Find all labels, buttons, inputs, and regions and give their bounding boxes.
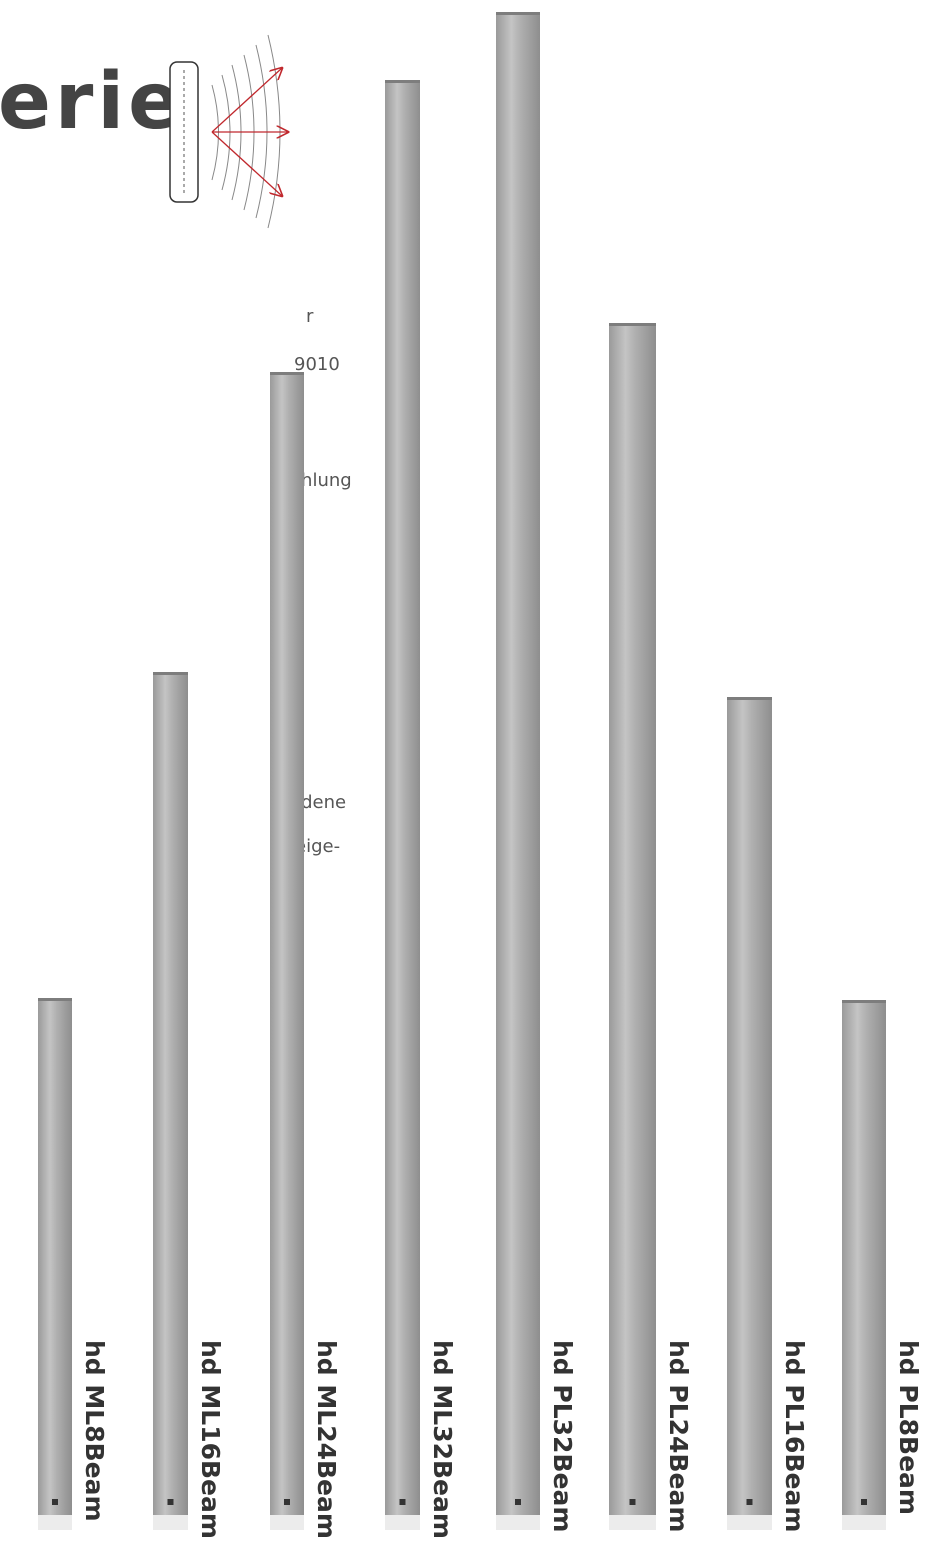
column-cap	[270, 372, 304, 375]
product: hd PL16Beam	[727, 697, 809, 1532]
column-logo	[515, 1499, 521, 1505]
speaker-column	[727, 697, 772, 1515]
column-cap	[153, 672, 188, 675]
speaker-column	[496, 12, 540, 1515]
speaker-column	[153, 672, 188, 1515]
column-logo	[861, 1499, 867, 1505]
product: hd ML24Beam	[270, 372, 341, 1539]
column-cap	[385, 80, 420, 83]
column-reflection	[385, 1515, 420, 1530]
product-label: hd ML32Beam	[428, 1340, 457, 1539]
column-cap	[38, 998, 72, 1001]
title: erie	[0, 57, 185, 147]
speaker-column	[842, 1000, 886, 1515]
product-label: hd ML24Beam	[312, 1340, 341, 1539]
column-reflection	[609, 1515, 656, 1530]
product-label: hd PL32Beam	[548, 1340, 577, 1532]
column-logo	[284, 1499, 290, 1505]
body-text: ahlung	[290, 470, 352, 491]
product: hd PL32Beam	[496, 12, 577, 1532]
column-logo	[746, 1499, 753, 1505]
column-cap	[842, 1000, 886, 1003]
column-reflection	[270, 1515, 304, 1530]
product: hd ML16Beam	[153, 672, 225, 1539]
product-label: hd PL16Beam	[780, 1340, 809, 1532]
body-text: 9010	[294, 354, 340, 375]
column-cap	[496, 12, 540, 15]
beam-icon	[169, 34, 288, 229]
product-label: hd PL24Beam	[664, 1340, 693, 1532]
column-cap	[609, 323, 656, 326]
product-label: hd PL8Beam	[894, 1340, 923, 1515]
speaker-column	[385, 80, 420, 1515]
body-text: r	[306, 306, 314, 327]
product: hd ML8Beam	[38, 998, 109, 1530]
column-reflection	[842, 1515, 886, 1530]
column-reflection	[38, 1515, 72, 1530]
column-logo	[167, 1499, 174, 1505]
speaker-column	[270, 372, 304, 1515]
column-cap	[727, 697, 772, 700]
product-label: hd ML8Beam	[80, 1340, 109, 1522]
column-logo	[52, 1499, 58, 1505]
column-logo	[399, 1499, 406, 1505]
body-text: edene	[290, 792, 346, 813]
column-reflection	[496, 1515, 540, 1530]
column-reflection	[153, 1515, 188, 1530]
product: hd ML32Beam	[385, 80, 457, 1539]
column-reflection	[727, 1515, 772, 1530]
speaker-column	[38, 998, 72, 1515]
product: hd PL24Beam	[609, 323, 693, 1532]
speaker-column	[609, 323, 656, 1515]
column-logo	[629, 1499, 636, 1505]
product: hd PL8Beam	[842, 1000, 923, 1530]
product-label: hd ML16Beam	[196, 1340, 225, 1539]
